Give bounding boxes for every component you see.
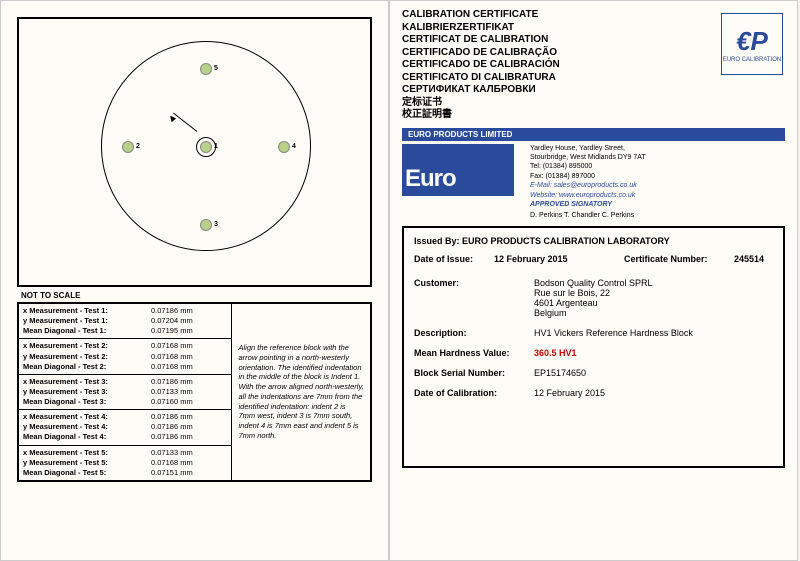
left-page: 12345 NOT TO SCALE x Measurement - Test … [0,0,389,561]
issued-by: Issued By: EURO PRODUCTS CALIBRATION LAB… [414,236,773,246]
certificate-details: Issued By: EURO PRODUCTS CALIBRATION LAB… [402,226,785,468]
ep-logo-text: €P [736,26,768,57]
serial-value: EP15174650 [534,368,586,378]
addr-line2: Stourbridge, West Midlands DY9 7AT [530,153,646,162]
euro-block-logo: Euro [402,144,514,196]
measurements-column: x Measurement - Test 1:0.07186 mmy Measu… [19,304,231,480]
serial-key: Block Serial Number: [414,368,534,378]
indent-label-5: 5 [214,65,218,72]
right-page: CALIBRATION CERTIFICATEKALIBRIERZERTIFIK… [389,0,798,561]
test-block-1: x Measurement - Test 1:0.07186 mmy Measu… [19,304,231,339]
date-issue-key: Date of Issue: [414,254,494,264]
indent-label-3: 3 [214,221,218,228]
description-value: HV1 Vickers Reference Hardness Block [534,328,693,338]
not-to-scale-label: NOT TO SCALE [21,291,372,300]
euro-calibration-text: EURO CALIBRATION [723,57,782,63]
cal-date-key: Date of Calibration: [414,388,534,398]
company-bar: EURO PRODUCTS LIMITED [402,128,785,141]
signers: D. Perkins T. Chandler C. Perkins [530,211,646,220]
test-block-2: x Measurement - Test 2:0.07168 mmy Measu… [19,339,231,374]
indent-dot-3 [200,219,212,231]
indent-dot-5 [200,63,212,75]
company-info-row: Euro Yardley House, Yardley Street, Stou… [402,144,785,221]
addr-web: Website: www.europroducts.co.uk [530,191,646,200]
company-address: Yardley House, Yardley Street, Stourbrid… [530,144,646,221]
indent-dot-2 [122,141,134,153]
alignment-note: Align the reference block with the arrow… [231,304,370,480]
addr-tel: Tel: (01384) 895000 [530,162,646,171]
description-key: Description: [414,328,534,338]
circle-diagram: 12345 [17,17,372,287]
test-block-4: x Measurement - Test 4:0.07186 mmy Measu… [19,410,231,445]
indent-dot-4 [278,141,290,153]
indent-1-ring [196,137,216,157]
cal-date-value: 12 February 2015 [534,388,605,398]
cert-no-key: Certificate Number: [624,254,734,264]
mean-hardness-value: 360.5 HV1 [534,348,577,358]
indent-label-2: 2 [136,143,140,150]
date-issue-value: 12 February 2015 [494,254,624,264]
addr-fax: Fax: (01384) 897000 [530,172,646,181]
cert-no-value: 245514 [734,254,764,264]
approved-signatory: APPROVED SIGNATORY [530,200,646,209]
test-block-5: x Measurement - Test 5:0.07133 mmy Measu… [19,446,231,480]
customer-key: Customer: [414,278,534,318]
addr-email: E-Mail: sales@europroducts.co.uk [530,181,646,190]
euro-calibration-logo: €P EURO CALIBRATION [721,13,783,75]
customer-value: Bodson Quality Control SPRLRue sur le Bo… [534,278,653,318]
test-block-3: x Measurement - Test 3:0.07186 mmy Measu… [19,375,231,410]
mean-hardness-key: Mean Hardness Value: [414,348,534,358]
euro-logo-text: Euro [405,165,456,193]
addr-line1: Yardley House, Yardley Street, [530,144,646,153]
measurement-table: x Measurement - Test 1:0.07186 mmy Measu… [17,302,372,482]
indent-label-4: 4 [292,143,296,150]
